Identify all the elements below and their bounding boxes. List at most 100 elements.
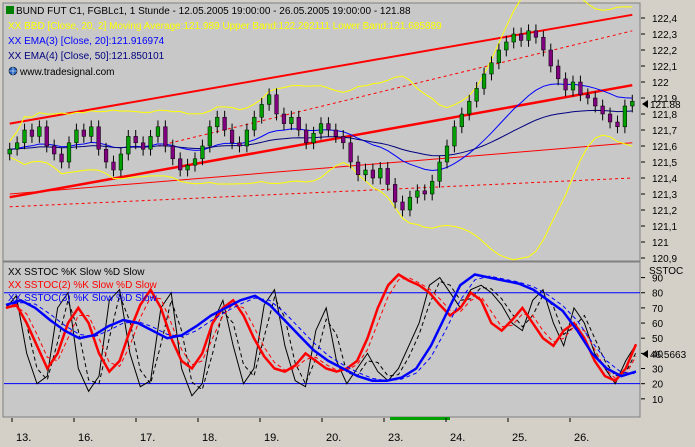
- price-tick-label: 121,9: [652, 94, 677, 105]
- time-tick-label: 26.: [574, 432, 589, 444]
- stoch-legend-3: XX SSTOC(3) %K Slow %D Slow: [8, 293, 158, 304]
- candle-body: [467, 100, 472, 115]
- time-tick-label: 18.: [202, 432, 217, 444]
- candlesticks: [7, 24, 635, 217]
- candle-body: [274, 94, 279, 115]
- last-price-marker: 121.88: [642, 100, 681, 111]
- candle-body: [444, 145, 450, 163]
- stoch-tick-label: 70: [652, 304, 664, 315]
- candle-body: [229, 129, 235, 144]
- candle-body: [178, 158, 183, 171]
- candle-body: [267, 94, 272, 105]
- candle-body: [511, 33, 516, 43]
- candle-body: [304, 129, 309, 144]
- candle-body: [326, 123, 331, 131]
- candle-body: [363, 169, 368, 176]
- candle-body: [459, 113, 464, 128]
- candle-body: [430, 180, 435, 195]
- candle-body: [44, 126, 49, 147]
- candle-body: [400, 201, 405, 211]
- candle-body: [111, 161, 116, 171]
- legend-website[interactable]: www.tradesignal.com: [19, 67, 114, 78]
- candle-body: [318, 123, 324, 134]
- last-price-label: 121.88: [650, 100, 681, 111]
- stoch-tick-label: 90: [652, 274, 664, 285]
- candle-body: [593, 97, 598, 107]
- candle-body: [192, 158, 198, 166]
- legend-title-marker: [6, 6, 14, 14]
- stoch-tick-label: 20: [652, 380, 664, 391]
- stoch-tick-label: 40: [652, 349, 664, 360]
- price-tick-label: 121,5: [652, 158, 677, 169]
- stoch-tick-label: 10: [652, 395, 664, 406]
- price-ticks: 122,4 122,3 122,2 122,1 122 121,9 121,8 121,7 12…: [641, 14, 677, 265]
- stoch-series-line: [5, 276, 637, 397]
- candle-body: [578, 81, 583, 96]
- candle-body: [222, 116, 227, 131]
- price-tick-label: 121,1: [652, 222, 677, 233]
- candle-body: [207, 126, 212, 147]
- candle-body: [341, 136, 346, 144]
- candle-body: [333, 129, 338, 137]
- stoch-signal-line: [5, 275, 637, 382]
- candle-body: [7, 148, 12, 155]
- bollinger-lower-band: [9, 134, 633, 261]
- candle-body: [259, 104, 264, 118]
- candle-body: [348, 142, 353, 163]
- candle-body: [607, 113, 613, 123]
- price-tick-label: 121,3: [652, 190, 677, 201]
- candle-body: [541, 36, 546, 51]
- scroll-indicator[interactable]: [390, 417, 450, 420]
- time-tick-label: 16.: [78, 432, 93, 444]
- candle-body: [74, 129, 79, 144]
- legend-ema4: XX EMA(4) [Close, 50]:121.850101: [8, 51, 165, 62]
- candle-body: [66, 142, 72, 163]
- stoch-tick-label: 60: [652, 319, 664, 330]
- candle-body: [519, 33, 524, 41]
- stochastic-lines: [4, 272, 640, 397]
- price-tick-label: 121: [652, 238, 669, 249]
- stoch-tick-label: 50: [652, 334, 664, 345]
- candle-body: [281, 113, 287, 124]
- candle-body: [355, 161, 361, 176]
- candle-body: [170, 145, 175, 160]
- candle-body: [563, 78, 568, 91]
- candle-body: [385, 168, 390, 185]
- price-axis: [641, 3, 693, 261]
- candle-body: [393, 184, 398, 203]
- stoch-series-line: [5, 273, 637, 382]
- price-tick-label: 121,6: [652, 142, 677, 153]
- time-tick-label: 24.: [450, 432, 465, 444]
- time-tick-label: 17.: [140, 432, 155, 444]
- candle-body: [496, 49, 501, 64]
- candle-body: [296, 116, 301, 131]
- price-tick-label: 122,4: [652, 14, 677, 25]
- price-tick-label: 120,9: [652, 254, 677, 265]
- candle-body: [237, 142, 242, 147]
- time-tick-label: 23.: [388, 432, 403, 444]
- time-axis: [3, 418, 693, 446]
- candle-body: [615, 121, 620, 128]
- last-stoch-label: 46.5663: [650, 350, 687, 361]
- price-tick-label: 122,1: [652, 62, 677, 73]
- candle-body: [133, 136, 138, 144]
- candle-body: [556, 65, 561, 80]
- price-tick-label: 121,4: [652, 174, 677, 185]
- candle-body: [585, 94, 590, 99]
- price-tick-label: 121,7: [652, 126, 677, 137]
- stochastic-axis: [641, 262, 693, 417]
- stoch-tick-label: 80: [652, 289, 664, 300]
- price-tick-label: 122: [652, 78, 669, 89]
- last-stoch-marker: 46.5663: [642, 350, 687, 361]
- candle-body: [570, 81, 576, 91]
- channel-lower-dashed-line: [9, 177, 633, 208]
- candle-body: [126, 136, 131, 155]
- legend-title: BUND FUT C1, FGBLc1, 1 Stunde - 12.05.20…: [16, 6, 411, 17]
- candle-body: [118, 153, 123, 171]
- candle-body: [533, 30, 539, 38]
- stochastic-legend: XX SSTOC %K Slow %D Slow XX SSTOC(2) %K …: [8, 267, 158, 304]
- price-tick-label: 122,2: [652, 46, 677, 57]
- candle-body: [52, 145, 57, 155]
- candle-body: [148, 136, 153, 150]
- candle-body: [370, 169, 375, 179]
